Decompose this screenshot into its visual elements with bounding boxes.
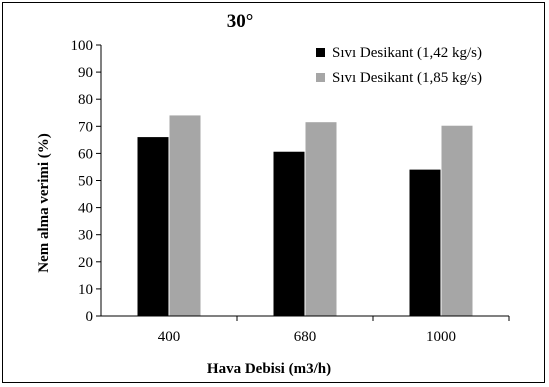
bar-series-2-400 [168,114,202,317]
chart-title: 30° [227,11,254,32]
y-tick-label: 50 [78,174,93,190]
y-tick-label: 30 [78,228,93,244]
y-tick-label: 90 [78,65,93,81]
x-axis-label: Hava Debisi (m3/h) [207,361,331,377]
x-tick-label: 400 [158,329,181,345]
y-tick-label: 80 [78,92,93,108]
x-tick-label: 680 [294,329,317,345]
y-tick-label: 10 [78,282,93,298]
bar-series-2-1000 [440,124,474,317]
y-tick-label: 60 [78,146,93,162]
bar-series-2-680 [304,121,338,317]
y-tick-label: 40 [78,201,93,217]
legend-label-series-1: Sıvı Desikant (1,42 kg/s) [332,45,482,61]
x-tick-label: 1000 [426,329,456,345]
y-tick-label: 0 [86,309,94,325]
bar-series-1-400 [136,136,170,317]
bar-series-1-1000 [408,168,442,317]
y-tick-label: 20 [78,255,93,271]
y-tick-label: 70 [78,119,93,135]
legend-label-series-2: Sıvı Desikant (1,85 kg/s) [332,70,482,86]
bar-series-1-680 [272,150,306,317]
legend-swatch-series-1 [316,48,325,57]
legend: Sıvı Desikant (1,42 kg/s) Sıvı Desikant (… [316,45,482,86]
legend-swatch-series-2 [316,73,325,82]
y-axis-label: Nem alma verimi (%) [36,133,52,273]
y-tick-label: 100 [71,38,94,54]
